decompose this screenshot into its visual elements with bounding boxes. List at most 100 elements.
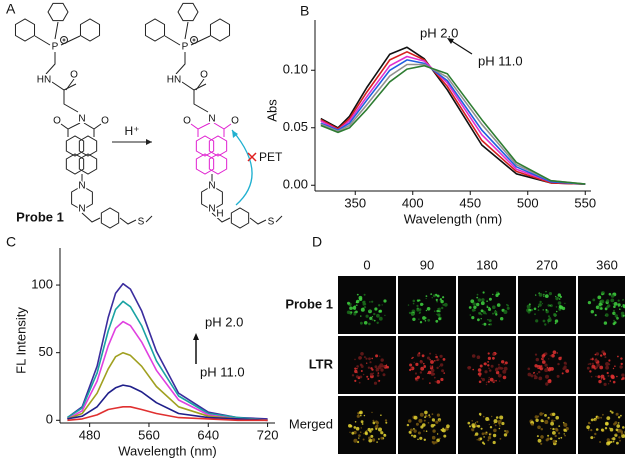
atom-label: O [200,70,208,81]
signal-spot [372,372,375,375]
signal-spot [617,422,620,424]
signal-spot [549,354,552,357]
signal-spot [537,415,540,418]
signal-spot [382,373,386,377]
y-axis-label: Abs [264,99,279,122]
signal-spot [436,300,438,303]
signal-spot [427,370,432,375]
micrograph [338,396,396,454]
signal-spot [407,419,412,423]
signal-spot [469,314,472,316]
annotation: pH 2.0 [205,314,243,329]
signal-spot [609,427,611,429]
signal-spot [600,378,603,380]
signal-spot [416,353,421,357]
signal-spot [484,370,488,374]
atom-label: O [70,70,78,81]
signal-spot [487,439,490,442]
signal-spot [598,379,602,384]
signal-spot [619,365,623,369]
atom-label: N [208,204,215,215]
signal-spot [487,361,489,363]
signal-spot [534,353,538,356]
signal-spot [432,365,434,367]
signal-spot [487,436,492,440]
signal-spot [596,416,600,420]
signal-spot [441,306,444,310]
signal-spot [533,307,537,311]
signal-spot [478,380,482,384]
signal-spot [410,312,415,316]
signal-spot [488,423,490,425]
spectrum-line [320,64,586,185]
signal-spot [354,369,358,374]
signal-spot [431,413,434,415]
signal-spot [356,304,358,307]
signal-spot [544,294,549,298]
ring [195,135,215,157]
signal-spot [381,304,383,306]
signal-spot [499,415,504,420]
signal-spot [355,310,358,314]
signal-spot [376,321,379,324]
arrow-head [447,38,454,44]
ring [47,2,69,22]
atom-label: N [208,181,215,192]
signal-spot [495,416,499,419]
signal-spot [544,420,549,424]
annotation: pH 11.0 [478,53,523,68]
signal-spot [370,434,374,438]
signal-spot [612,303,615,305]
signal-spot [554,319,559,323]
signal-spot [476,302,480,307]
signal-spot [595,375,597,378]
signal-spot [530,423,534,426]
signal-spot [537,425,541,430]
x-axis-label: Wavelength (nm) [118,443,217,458]
signal-spot [414,372,418,375]
signal-spot [507,304,509,307]
signal-spot [563,422,568,427]
micrograph [518,276,576,334]
signal-spot [587,429,590,431]
signal-spot [412,299,416,303]
panel-label: C [6,234,16,250]
signal-spot [610,298,615,303]
bond [223,123,232,130]
signal-spot [442,358,446,361]
bond [175,52,186,75]
signal-spot [537,366,539,369]
signal-spot [612,367,615,370]
signal-spot [621,306,623,308]
signal-spot [557,293,561,297]
bond [93,123,102,130]
signal-spot [385,364,388,366]
signal-spot [428,415,431,419]
signal-spot [371,318,374,321]
spectrum-line [320,59,586,185]
signal-spot [492,312,494,315]
ring [65,153,85,175]
signal-spot [564,434,566,437]
signal-spot [349,306,353,310]
signal-spot [430,368,435,373]
signal-spot [596,363,600,367]
signal-spot [606,438,610,442]
signal-spot [422,378,424,380]
signal-spot [608,292,612,296]
signal-spot [607,383,610,385]
atom-label: P [52,42,59,53]
bond [83,122,95,137]
signal-spot [598,302,602,307]
signal-spot [610,374,615,379]
signal-spot [467,366,469,369]
signal-spot [437,313,441,317]
signal-spot [618,436,621,439]
signal-spot [538,293,543,297]
signal-spot [367,427,371,432]
signal-spot [386,365,390,369]
signal-spot [620,430,623,434]
signal-spot [559,305,564,310]
signal-spot [413,429,417,433]
atom-label: O [53,116,61,127]
